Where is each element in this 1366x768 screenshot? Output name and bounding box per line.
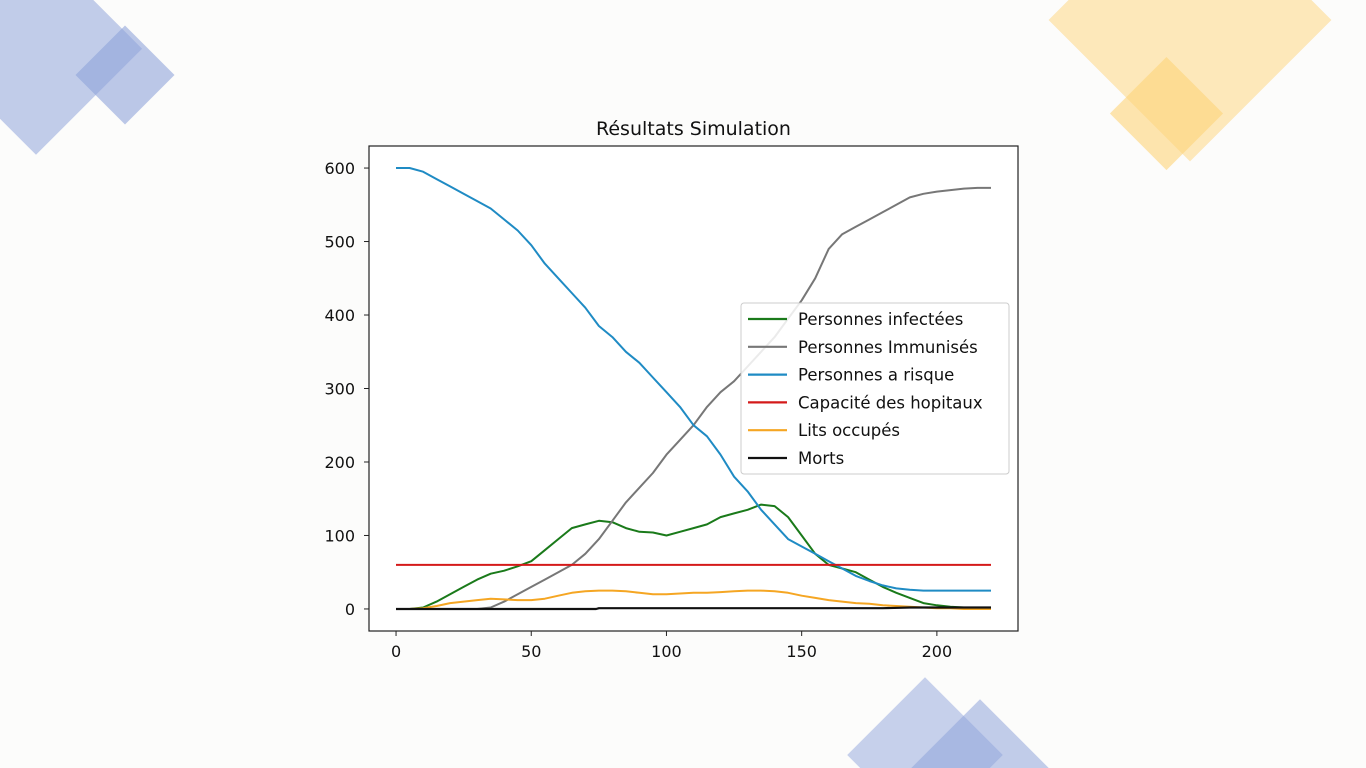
bottom-blue-diamonds	[847, 677, 1051, 768]
y-tick-label: 600	[324, 159, 355, 178]
y-tick-label: 400	[324, 306, 355, 325]
legend-label-capacite-des-hopitaux: Capacité des hopitaux	[798, 393, 983, 412]
series-lines	[396, 167, 991, 611]
y-tick-label: 500	[324, 233, 355, 252]
x-tick-label: 100	[651, 642, 682, 661]
x-tick-label: 50	[521, 642, 541, 661]
x-tick-label: 200	[922, 642, 953, 661]
y-tick-label: 300	[324, 380, 355, 399]
legend-label-personnes-infectees: Personnes infectées	[798, 310, 963, 329]
y-axis-ticks: 0 100 200 300 400 500 600	[324, 159, 369, 619]
legend-label-morts: Morts	[798, 449, 844, 468]
series-line-morts	[396, 606, 991, 611]
legend-label-personnes-a-risque: Personnes a risque	[798, 366, 954, 385]
series-line-personnes-immunises	[396, 186, 991, 610]
x-axis-ticks: 0 50 100 150 200	[391, 631, 952, 661]
series-line-lits-occupes	[396, 589, 991, 610]
legend-label-lits-occupes: Lits occupés	[798, 421, 900, 440]
series-line-personnes-infectees	[396, 503, 991, 610]
y-tick-label: 0	[345, 600, 355, 619]
x-tick-label: 150	[786, 642, 817, 661]
diamond-shape	[909, 699, 1051, 768]
legend-label-personnes-immunises: Personnes Immunisés	[798, 338, 978, 357]
y-tick-label: 200	[324, 453, 355, 472]
series-line-personnes-a-risque	[396, 167, 991, 592]
y-tick-label: 100	[324, 526, 355, 545]
x-tick-label: 0	[391, 642, 401, 661]
legend-box	[740, 302, 1010, 475]
chart-title: Résultats Simulation	[596, 118, 791, 140]
chart-legend: Personnes infectées Personnes Immunisés Pe…	[740, 302, 1010, 475]
